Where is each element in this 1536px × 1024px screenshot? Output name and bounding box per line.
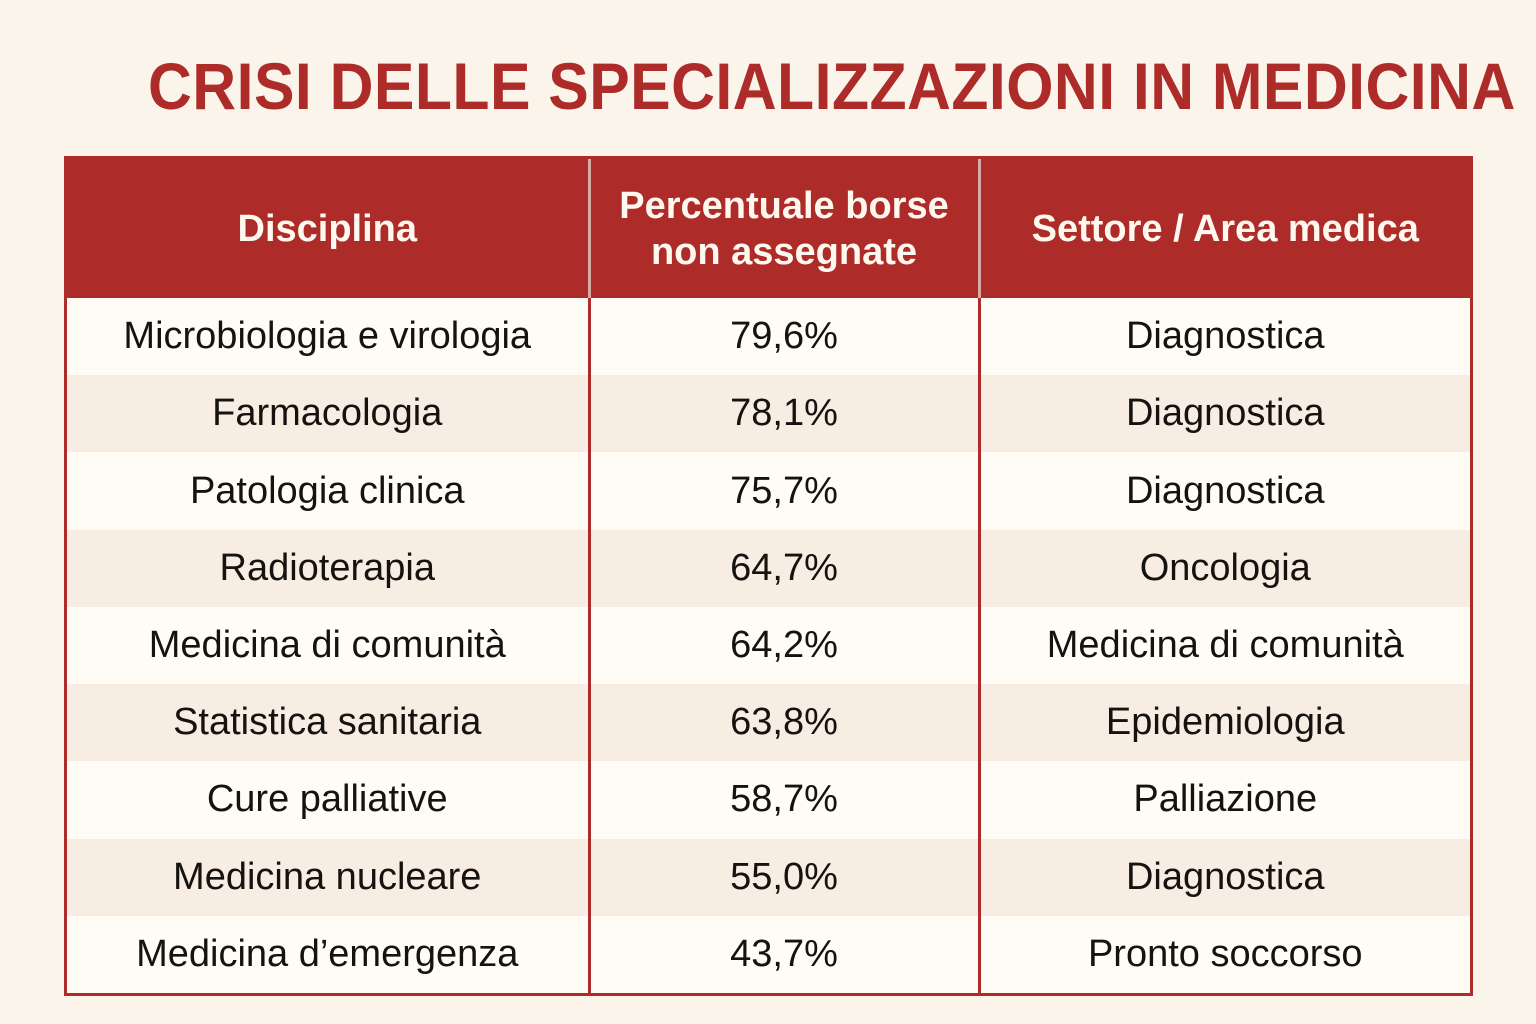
cell-percentuale: 64,7%: [589, 529, 981, 607]
cell-settore: Diagnostica: [979, 375, 1470, 453]
cell-percentuale: 75,7%: [589, 452, 981, 530]
table-row: Medicina nucleare 55,0% Diagnostica: [67, 838, 1470, 916]
header-row: Disciplina Percentuale borse non assegna…: [67, 159, 1470, 298]
column-header-line: Disciplina: [237, 207, 418, 250]
cell-percentuale: 55,0%: [589, 838, 981, 916]
cell-disciplina: Microbiologia e virologia: [67, 298, 591, 376]
table-row: Radioterapia 64,7% Oncologia: [67, 529, 1470, 607]
data-table-container: Disciplina Percentuale borse non assegna…: [64, 156, 1473, 996]
column-header-percentuale: Percentuale borse non assegnate: [589, 159, 981, 298]
cell-percentuale: 43,7%: [589, 915, 981, 993]
cell-settore: Pronto soccorso: [979, 915, 1470, 993]
cell-settore: Diagnostica: [979, 838, 1470, 916]
cell-disciplina: Farmacologia: [67, 375, 591, 453]
cell-disciplina: Medicina di comunità: [67, 606, 591, 685]
table-row: Patologia clinica 75,7% Diagnostica: [67, 452, 1470, 530]
cell-percentuale: 64,2%: [589, 606, 981, 685]
specializations-table: Disciplina Percentuale borse non assegna…: [67, 159, 1470, 993]
cell-disciplina: Cure palliative: [67, 761, 591, 839]
table-row: Statistica sanitaria 63,8% Epidemiologia: [67, 684, 1470, 762]
cell-disciplina: Medicina d’emergenza: [67, 915, 591, 993]
cell-settore: Palliazione: [979, 761, 1470, 839]
cell-percentuale: 79,6%: [589, 298, 981, 376]
column-header-line: Percentuale borse: [619, 184, 949, 227]
column-header-disciplina: Disciplina: [67, 159, 591, 298]
cell-percentuale: 63,8%: [589, 684, 981, 762]
table-header: Disciplina Percentuale borse non assegna…: [67, 159, 1470, 298]
cell-disciplina: Patologia clinica: [67, 452, 591, 530]
table-row: Cure palliative 58,7% Palliazione: [67, 761, 1470, 839]
cell-disciplina: Statistica sanitaria: [67, 684, 591, 762]
table-row: Medicina di comunità 64,2% Medicina di com…: [67, 606, 1470, 685]
table-row: Medicina d’emergenza 43,7% Pronto soccorso: [67, 915, 1470, 993]
cell-settore: Medicina di comunità: [979, 606, 1470, 685]
table-row: Microbiologia e virologia 79,6% Diagnostic…: [67, 298, 1470, 376]
cell-disciplina: Radioterapia: [67, 529, 591, 607]
table-row: Farmacologia 78,1% Diagnostica: [67, 375, 1470, 453]
cell-settore: Oncologia: [979, 529, 1470, 607]
cell-percentuale: 78,1%: [589, 375, 981, 453]
column-header-line: non assegnate: [650, 230, 918, 273]
page-title: CRISI DELLE SPECIALIZZAZIONI IN MEDICINA: [148, 49, 1516, 123]
table-body: Microbiologia e virologia 79,6% Diagnostic…: [67, 298, 1470, 993]
column-header-line: Settore / Area medica: [1031, 207, 1419, 250]
cell-settore: Diagnostica: [979, 298, 1470, 376]
cell-settore: Diagnostica: [979, 452, 1470, 530]
cell-settore: Epidemiologia: [979, 684, 1470, 762]
cell-disciplina: Medicina nucleare: [67, 838, 591, 916]
cell-percentuale: 58,7%: [589, 761, 981, 839]
column-header-settore: Settore / Area medica: [979, 159, 1470, 298]
